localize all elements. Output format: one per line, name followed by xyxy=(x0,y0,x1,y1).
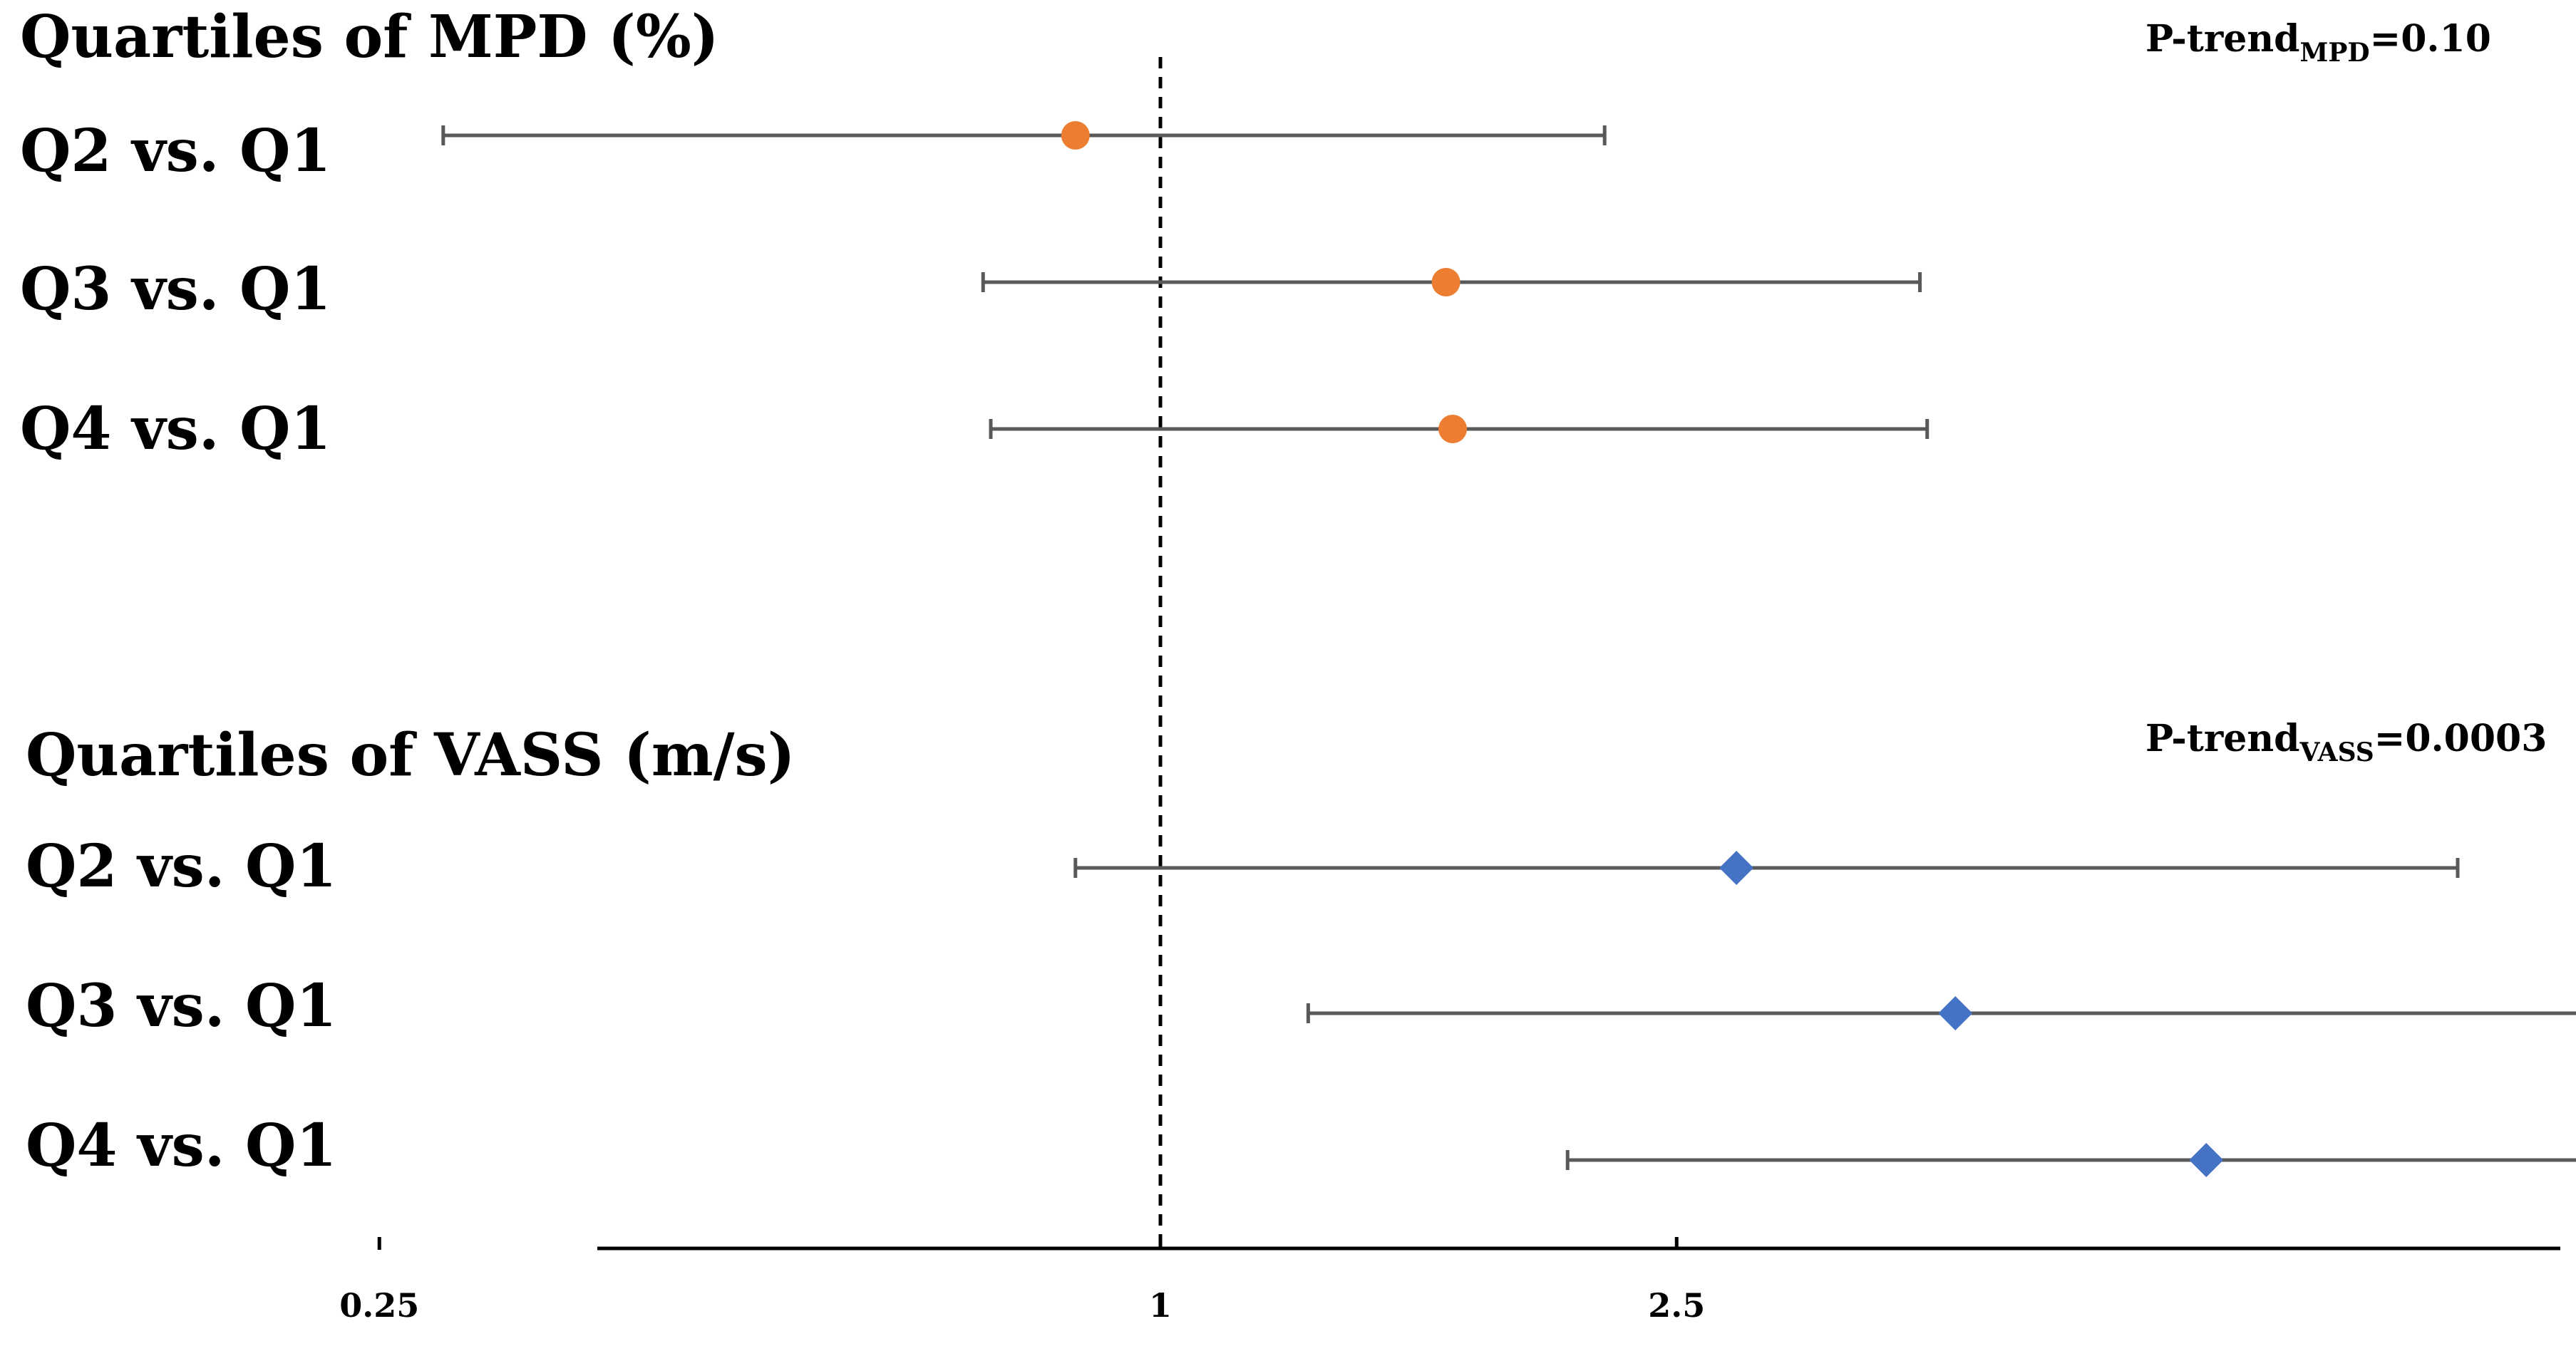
vass-p-trend-prefix: P-trend xyxy=(2145,717,2300,760)
vass-p-trend-subscript: VASS xyxy=(2299,737,2374,767)
point-estimate xyxy=(1438,415,1468,443)
mpd-section-title: Quartiles of MPD (%) xyxy=(20,3,719,71)
point-estimate xyxy=(1719,851,1754,885)
vass-section-title: Quartiles of VASS (m/s) xyxy=(26,721,795,790)
mpd-p-trend-prefix: P-trend xyxy=(2145,17,2300,61)
point-estimate xyxy=(1061,121,1090,150)
vass-row-label: Q2 vs. Q1 xyxy=(26,832,336,901)
x-tick-label: 1 xyxy=(1149,1286,1172,1325)
mpd-row-label: Q4 vs. Q1 xyxy=(20,395,331,463)
mpd-p-trend: P-trendMPD=0.10 xyxy=(2145,17,2491,68)
point-estimate xyxy=(1938,996,1973,1030)
point-estimate xyxy=(2189,1143,2224,1177)
vass-p-trend-value: =0.0003 xyxy=(2374,717,2547,760)
vass-p-trend: P-trendVASS=0.0003 xyxy=(2145,717,2547,767)
mpd-row-label: Q2 vs. Q1 xyxy=(20,117,331,185)
mpd-row-label: Q3 vs. Q1 xyxy=(20,255,331,324)
x-tick-label: 0.25 xyxy=(339,1286,419,1325)
mpd-p-trend-subscript: MPD xyxy=(2300,38,2370,68)
point-estimate xyxy=(1431,268,1460,296)
vass-row-label: Q3 vs. Q1 xyxy=(26,972,336,1040)
mpd-p-trend-value: =0.10 xyxy=(2370,17,2491,61)
vass-row-label: Q4 vs. Q1 xyxy=(26,1112,336,1180)
x-tick-label: 2.5 xyxy=(1648,1286,1705,1325)
